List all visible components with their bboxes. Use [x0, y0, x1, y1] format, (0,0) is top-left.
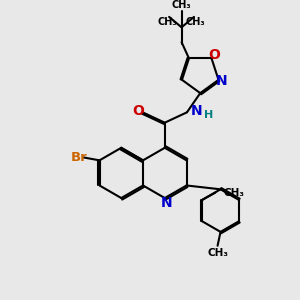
Text: CH₃: CH₃: [158, 17, 177, 27]
Text: H: H: [204, 110, 213, 120]
Text: O: O: [132, 104, 144, 118]
Text: N: N: [160, 196, 172, 210]
Text: CH₃: CH₃: [186, 17, 205, 27]
Text: N: N: [190, 104, 202, 118]
Text: CH₃: CH₃: [224, 188, 245, 198]
Text: O: O: [208, 48, 220, 62]
Text: Br: Br: [70, 151, 87, 164]
Text: CH₃: CH₃: [172, 0, 191, 10]
Text: N: N: [216, 74, 227, 88]
Text: CH₃: CH₃: [207, 248, 228, 258]
